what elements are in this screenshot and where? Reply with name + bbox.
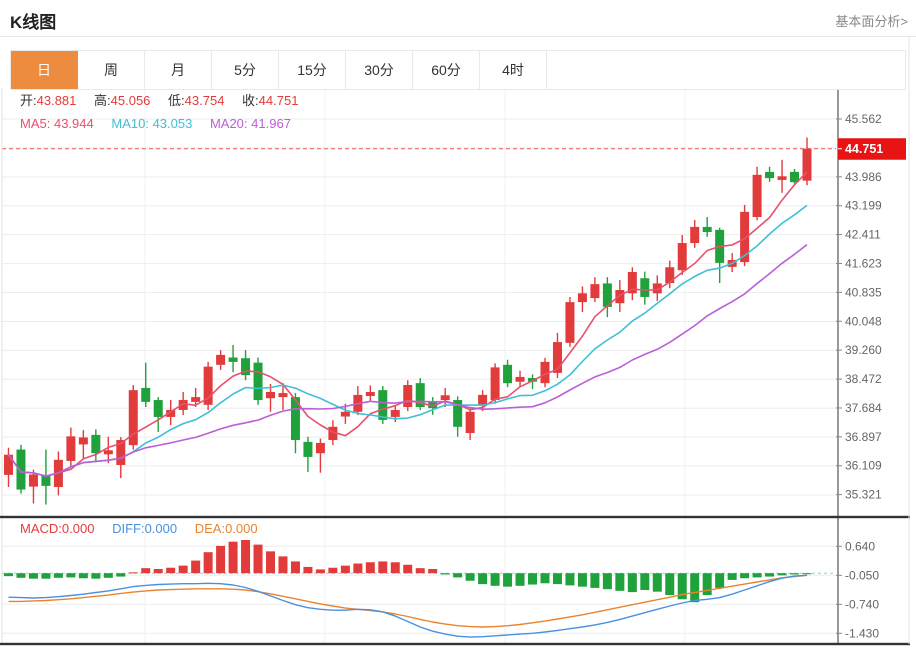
ma10-label: MA10: [111, 116, 149, 131]
svg-text:40.048: 40.048 [845, 314, 882, 328]
page-header: K线图 基本面分析> [0, 0, 916, 37]
svg-text:36.109: 36.109 [845, 459, 882, 473]
ma10-value: 43.053 [152, 116, 193, 131]
tab-15min[interactable]: 15分 [279, 51, 346, 89]
svg-text:41.623: 41.623 [845, 256, 882, 270]
tab-month[interactable]: 月 [145, 51, 212, 89]
ma5-value: 43.944 [53, 116, 94, 131]
macd-label: MACD: [20, 521, 62, 536]
ma20-value: 41.967 [251, 116, 291, 131]
open-value: 43.881 [36, 93, 77, 108]
svg-text:38.472: 38.472 [845, 372, 882, 386]
ma-info-row: MA5: 43.944 MA10: 43.053 MA20: 41.967 [20, 116, 291, 131]
open-label: 开: [20, 93, 37, 108]
svg-text:40.835: 40.835 [845, 285, 882, 299]
svg-text:42.411: 42.411 [845, 228, 881, 242]
ma5-label: MA5: [20, 116, 51, 131]
svg-text:37.684: 37.684 [845, 401, 882, 415]
tab-day[interactable]: 日 [11, 51, 78, 89]
macd-info-row: MACD:0.000 DIFF:0.000 DEA:0.000 [20, 521, 258, 536]
svg-text:-0.050: -0.050 [845, 568, 879, 582]
macd-value: 0.000 [61, 521, 95, 536]
ma20-label: MA20: [209, 116, 248, 131]
ohlc-info-row: 开:43.881 高:45.056 低:43.754 收:44.751 [20, 90, 298, 109]
svg-text:43.986: 43.986 [845, 170, 882, 184]
tab-30min[interactable]: 30分 [346, 51, 413, 89]
tab-week[interactable]: 周 [78, 51, 145, 89]
high-label: 高: [94, 93, 111, 108]
low-value: 43.754 [184, 93, 225, 108]
dea-value: 0.000 [225, 521, 258, 536]
diff-label: DIFF: [112, 521, 145, 536]
close-value: 44.751 [258, 93, 299, 108]
svg-text:43.199: 43.199 [845, 199, 882, 213]
dea-label: DEA: [194, 521, 226, 536]
svg-text:0.640: 0.640 [845, 539, 875, 553]
svg-text:39.260: 39.260 [845, 343, 882, 357]
tab-4hour[interactable]: 4时 [480, 51, 547, 89]
tab-5min[interactable]: 5分 [212, 51, 279, 89]
page-title: K线图 [10, 13, 57, 32]
svg-text:35.321: 35.321 [845, 488, 882, 502]
diff-value: 0.000 [144, 521, 178, 536]
svg-text:-1.430: -1.430 [845, 626, 879, 640]
close-label: 收: [242, 93, 259, 108]
high-value: 45.056 [110, 93, 151, 108]
fundamental-analysis-link[interactable]: 基本面分析> [835, 14, 908, 29]
svg-text:-0.740: -0.740 [845, 597, 879, 611]
svg-text:44.751: 44.751 [845, 142, 883, 156]
tab-60min[interactable]: 60分 [413, 51, 480, 89]
svg-text:36.897: 36.897 [845, 430, 882, 444]
low-label: 低: [168, 93, 185, 108]
interval-tab-bar: 日 周 月 5分 15分 30分 60分 4时 [10, 50, 906, 90]
svg-text:45.562: 45.562 [845, 112, 882, 126]
